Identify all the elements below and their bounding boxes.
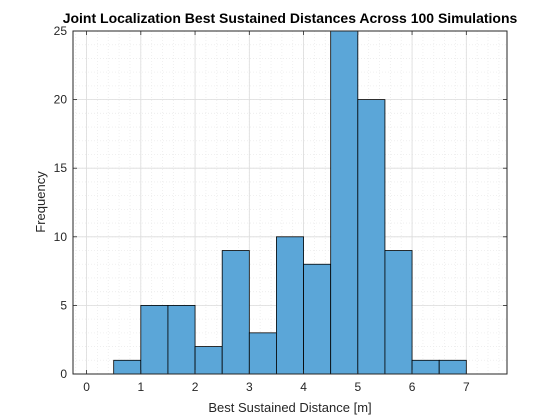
histogram-bar — [384, 250, 413, 375]
y-tick-label: 25 — [54, 24, 68, 38]
y-ticks: 0 5 10 15 20 25 — [54, 24, 507, 381]
x-tick-label: 7 — [463, 380, 470, 394]
histogram-bar — [411, 359, 440, 375]
x-tick-label: 3 — [246, 380, 253, 394]
x-tick-label: 5 — [354, 380, 361, 394]
histogram-bar — [221, 250, 250, 375]
y-tick-label: 5 — [60, 298, 67, 312]
y-axis-label: Frequency — [33, 171, 48, 233]
y-tick-label: 10 — [54, 230, 68, 244]
x-ticks: 0 1 2 3 4 5 6 7 — [83, 31, 470, 394]
x-tick-label: 0 — [83, 380, 90, 394]
y-tick-label: 20 — [54, 93, 68, 107]
x-axis-label: Best Sustained Distance [m] — [208, 400, 371, 415]
histogram-bar — [167, 304, 196, 375]
histogram-bar — [248, 332, 277, 375]
histogram-bar — [140, 304, 169, 375]
histogram-bar — [303, 263, 332, 375]
x-tick-label: 2 — [192, 380, 199, 394]
histogram-bar — [194, 346, 223, 375]
histogram-bar — [276, 236, 304, 375]
plot-area: 0 1 2 3 4 5 6 7 0 5 10 15 20 25 — [54, 24, 508, 394]
x-tick-label: 1 — [137, 380, 144, 394]
histogram-bar — [357, 99, 386, 375]
axes-box — [72, 30, 508, 375]
x-tick-label: 4 — [300, 380, 307, 394]
y-tick-label: 0 — [60, 367, 67, 381]
chart-title: Joint Localization Best Sustained Distan… — [63, 10, 518, 26]
histogram-bar — [438, 359, 467, 375]
histogram-bar — [330, 30, 359, 375]
y-tick-label: 15 — [54, 161, 68, 175]
x-tick-label: 6 — [409, 380, 416, 394]
histogram-bar — [113, 359, 142, 375]
